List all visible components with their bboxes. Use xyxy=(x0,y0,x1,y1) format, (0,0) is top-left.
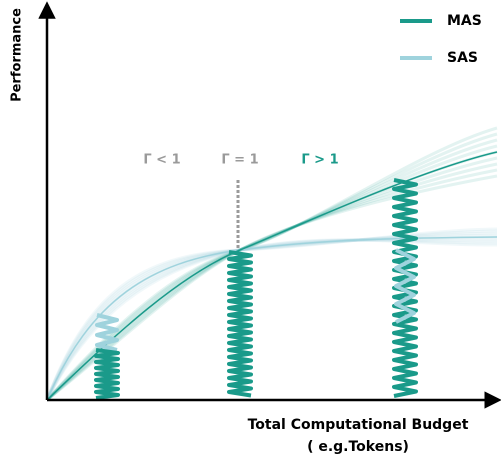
spring xyxy=(94,348,120,400)
annotation: Γ = 1 xyxy=(221,153,258,168)
x-axis-sublabel: ( e.g.Tokens) xyxy=(307,439,409,455)
annotation: Γ > 1 xyxy=(301,153,338,168)
legend-label: MAS xyxy=(447,13,482,29)
spring xyxy=(392,178,418,398)
x-axis-label: Total Computational Budget xyxy=(248,417,469,433)
legend-label: SAS xyxy=(447,50,478,66)
spring xyxy=(95,313,119,352)
sas-band xyxy=(45,227,498,401)
springs xyxy=(94,178,418,400)
spring xyxy=(394,248,416,324)
annotation: Γ < 1 xyxy=(143,153,180,168)
y-axis-label: Performance xyxy=(10,8,25,102)
spring xyxy=(227,250,253,398)
